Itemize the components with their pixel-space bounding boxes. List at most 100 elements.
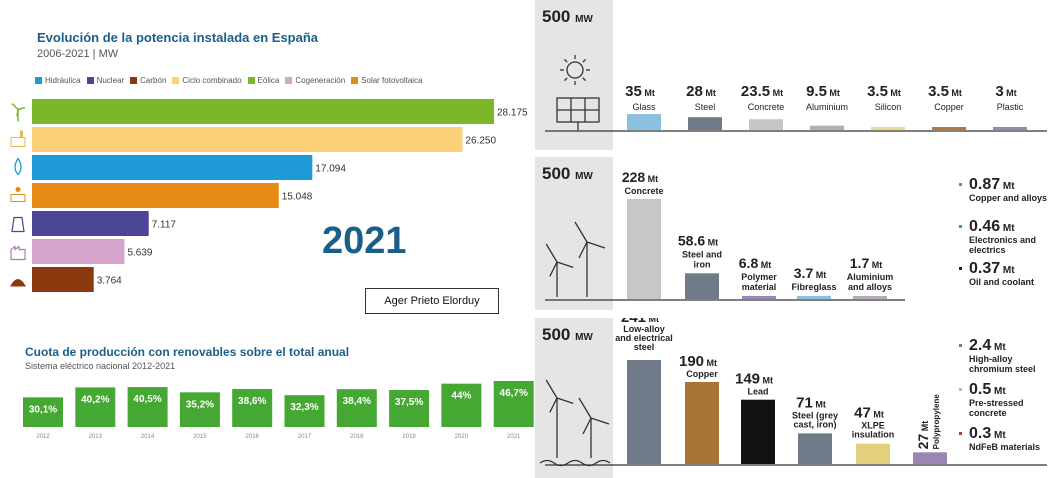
material-value: 47 Mt: [854, 405, 884, 422]
side-name: concrete: [969, 408, 1007, 418]
capacity-bar: [32, 183, 279, 208]
side-name: chromium steel: [969, 364, 1036, 374]
material-name: Steel (grey: [792, 410, 838, 420]
material-bar: [685, 382, 719, 464]
legend-label: Ciclo combinado: [182, 76, 242, 85]
material-bar: [685, 273, 719, 299]
material-value: 28 Mt: [686, 83, 716, 100]
material-bar: [742, 296, 776, 299]
capacity-value-label: 15.048: [282, 192, 313, 203]
capacity-label: 500 MW: [542, 164, 593, 183]
quota-title: Cuota de producción con renovables sobre…: [25, 345, 350, 359]
legend-item: Ciclo combinado: [172, 76, 242, 85]
material-bar: [993, 127, 1027, 130]
panel-shade: [535, 318, 613, 478]
material-name: cast, iron): [793, 419, 836, 429]
legend-item: Nuclear: [86, 76, 124, 85]
material-name: Glass: [632, 102, 656, 112]
quota-value-label: 38,6%: [238, 396, 266, 407]
quota-bar: [232, 388, 273, 427]
legend-swatch: [285, 77, 293, 84]
material-value: 149 Mt: [735, 371, 773, 388]
solar-material-panel: 500 MW 35 Mt Glass 28 Mt Steel 23.5 Mt Concret…: [535, 0, 1053, 150]
capacity-value-label: 17.094: [315, 164, 346, 175]
quota-subtitle: Sistema eléctrico nacional 2012-2021: [25, 361, 176, 371]
material-bar: [913, 452, 947, 464]
coal-pile-icon: [10, 279, 26, 287]
side-marker: [959, 344, 962, 347]
legend: Hidráulica Nuclear Carbón Ciclo combinado Eó…: [35, 76, 423, 85]
quota-bar: [284, 395, 325, 427]
material-value: 241 Mt: [621, 318, 659, 326]
material-value: 58.6 Mt: [678, 232, 718, 248]
capacity-icons: [10, 102, 26, 287]
legend-label: Solar fotovoltaica: [361, 76, 423, 85]
quota-bar: [127, 387, 168, 427]
quota-year-label: 2020: [455, 434, 469, 440]
wind-turbine-icon: [11, 102, 26, 122]
side-value: 0.3 Mt: [969, 425, 1006, 442]
side-marker: [959, 183, 962, 186]
material-bar: [797, 296, 831, 299]
onshore-wind-material-panel: 500 MW 228 Mt Concrete 58.6 Mt Steel and iron…: [535, 157, 1053, 310]
quota-value-label: 46,7%: [500, 388, 528, 399]
material-value: 9.5 Mt: [806, 83, 840, 100]
quota-year-label: 2016: [246, 434, 260, 440]
legend-label: Eólica: [257, 76, 280, 85]
material-bar: [810, 125, 844, 130]
chart-title: Evolución de la potencia instalada en Es…: [37, 30, 319, 45]
quota-bar: [179, 392, 220, 427]
legend-swatch: [351, 77, 359, 84]
side-marker: [959, 388, 962, 391]
legend-swatch: [172, 77, 180, 84]
capacity-label: 500 MW: [542, 7, 593, 26]
quota-value-label: 40,5%: [133, 394, 161, 405]
legend-item: Hidráulica: [35, 76, 81, 85]
legend-item: Solar fotovoltaica: [351, 76, 423, 85]
material-bar: [627, 199, 661, 299]
material-name: Aluminium: [847, 272, 894, 282]
quota-bar: [336, 389, 377, 427]
material-bar: [688, 117, 722, 130]
solar-panel-icon: [556, 55, 600, 130]
capacity-bar: [32, 267, 94, 292]
side-value: 0.37 Mt: [969, 260, 1015, 277]
capacity-value-label: 5.639: [127, 248, 152, 259]
author-box: Ager Prieto Elorduy: [365, 288, 499, 314]
side-name: Pre-stressed: [969, 398, 1024, 408]
quota-bar: [389, 390, 430, 427]
capacity-bar-chart: 28.175 26.250 17.094 15.048 7.117 5.639 3.764: [10, 99, 528, 292]
material-bar: [741, 399, 775, 464]
material-value: 3.7 Mt: [794, 265, 826, 281]
quota-year-label: 2012: [36, 434, 50, 440]
nuclear-plant-icon: [11, 216, 25, 233]
material-name: Silicon: [875, 102, 902, 112]
side-value: 0.46 Mt: [969, 218, 1015, 235]
capacity-value-label: 26.250: [465, 136, 496, 147]
capacity-label: 500 MW: [542, 325, 593, 344]
material-value: 3 Mt: [995, 83, 1016, 100]
quota-year-label: 2014: [141, 434, 155, 440]
side-marker: [959, 225, 962, 228]
side-value: 0.5 Mt: [969, 381, 1006, 398]
capacity-bar: [32, 99, 494, 124]
material-name: steel: [634, 342, 655, 352]
material-name: insulation: [852, 430, 895, 440]
wind-turbine-icon: [545, 221, 606, 297]
capacity-bars: 28.175 26.250 17.094 15.048 7.117 5.639 3.764: [32, 99, 528, 292]
quota-value-label: 37,5%: [395, 397, 423, 408]
quota-bar: [441, 383, 482, 427]
legend-item: Eólica: [247, 76, 280, 85]
side-name: electrics: [969, 245, 1006, 255]
legend-item: Cogeneración: [285, 76, 345, 85]
quota-year-label: 2018: [350, 434, 364, 440]
legend-label: Cogeneración: [295, 76, 346, 85]
material-name: Concrete: [748, 102, 785, 112]
legend-label: Hidráulica: [45, 76, 81, 85]
material-value: 71 Mt: [796, 394, 826, 411]
material-name: Steel: [695, 102, 716, 112]
capacity-value-label: 3.764: [97, 276, 122, 287]
material-value: 35 Mt: [625, 83, 655, 100]
material-name: Fibreglass: [791, 282, 836, 292]
material-bar: [853, 296, 887, 299]
